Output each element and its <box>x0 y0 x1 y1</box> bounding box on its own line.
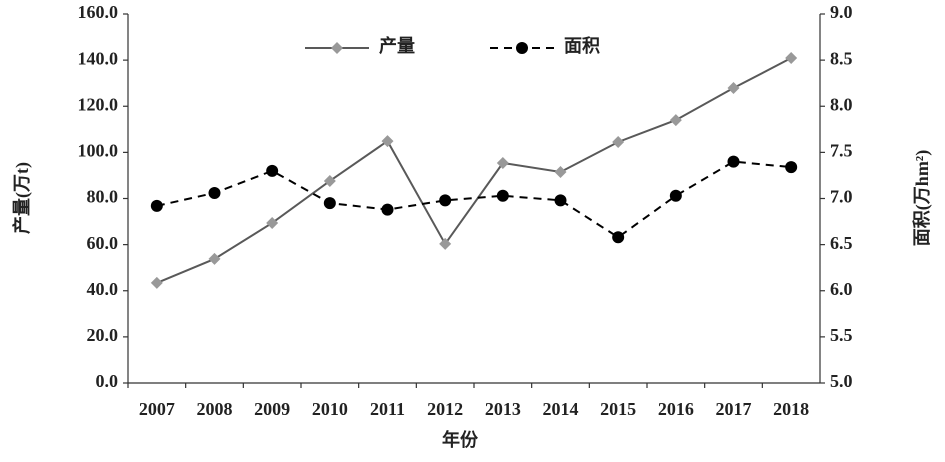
y-tick-label: 40.0 <box>87 279 119 299</box>
legend-label: 产量 <box>379 35 415 56</box>
point <box>669 189 682 202</box>
x-tick-label: 2007 <box>139 399 175 419</box>
y2-tick-label: 6.5 <box>830 233 853 253</box>
point <box>554 194 567 207</box>
y-tick-label: 0.0 <box>96 371 119 391</box>
y2-tick-label: 7.0 <box>830 187 853 207</box>
x-axis-label: 年份 <box>442 429 479 450</box>
point <box>208 186 221 199</box>
point <box>208 252 221 265</box>
point <box>669 114 682 127</box>
point <box>323 174 336 187</box>
y2-axis-label: 面积(万hm²) <box>912 150 933 246</box>
y-tick-label: 100.0 <box>78 141 119 161</box>
y2-tick-label: 7.5 <box>830 141 853 161</box>
point <box>785 161 798 174</box>
point <box>381 203 394 216</box>
x-tick-label: 2015 <box>600 399 636 419</box>
y-tick-label: 80.0 <box>87 187 119 207</box>
x-tick-label: 2013 <box>485 399 521 419</box>
y2-tick-label: 5.0 <box>830 371 853 391</box>
y-tick-label: 140.0 <box>78 48 119 68</box>
y2-tick-label: 9.0 <box>830 2 853 22</box>
x-tick-label: 2014 <box>543 399 579 419</box>
point <box>439 194 452 207</box>
y-axis-label: 产量(万t) <box>11 162 33 234</box>
x-tick-label: 2009 <box>254 399 290 419</box>
point <box>612 231 625 244</box>
point <box>496 189 509 202</box>
x-tick-label: 2008 <box>197 399 233 419</box>
y2-tick-label: 6.0 <box>830 279 853 299</box>
series-line <box>156 160 792 239</box>
y-tick-label: 60.0 <box>87 233 119 253</box>
legend-marker <box>331 42 343 54</box>
point <box>554 165 567 178</box>
y2-tick-label: 8.5 <box>830 48 853 68</box>
x-tick-label: 2010 <box>312 399 348 419</box>
legend-marker <box>516 42 528 54</box>
point <box>496 156 509 169</box>
y-tick-label: 120.0 <box>78 94 119 114</box>
point <box>439 237 452 250</box>
point <box>612 135 625 148</box>
x-tick-label: 2016 <box>658 399 694 419</box>
x-tick-label: 2018 <box>773 399 809 419</box>
series-line <box>156 57 792 284</box>
point <box>266 216 279 229</box>
point <box>150 199 163 212</box>
x-tick-label: 2011 <box>370 399 405 419</box>
point <box>266 164 279 177</box>
y2-tick-label: 8.0 <box>830 94 853 114</box>
point <box>150 276 163 289</box>
x-tick-label: 2012 <box>427 399 463 419</box>
point <box>785 52 798 65</box>
point <box>727 155 740 168</box>
point <box>381 135 394 148</box>
legend-label: 面积 <box>564 36 600 56</box>
point <box>323 197 336 210</box>
y-tick-label: 20.0 <box>87 325 119 345</box>
y-tick-label: 160.0 <box>78 2 119 22</box>
x-tick-label: 2017 <box>716 399 752 419</box>
y2-tick-label: 5.5 <box>830 325 853 345</box>
point <box>727 82 740 95</box>
